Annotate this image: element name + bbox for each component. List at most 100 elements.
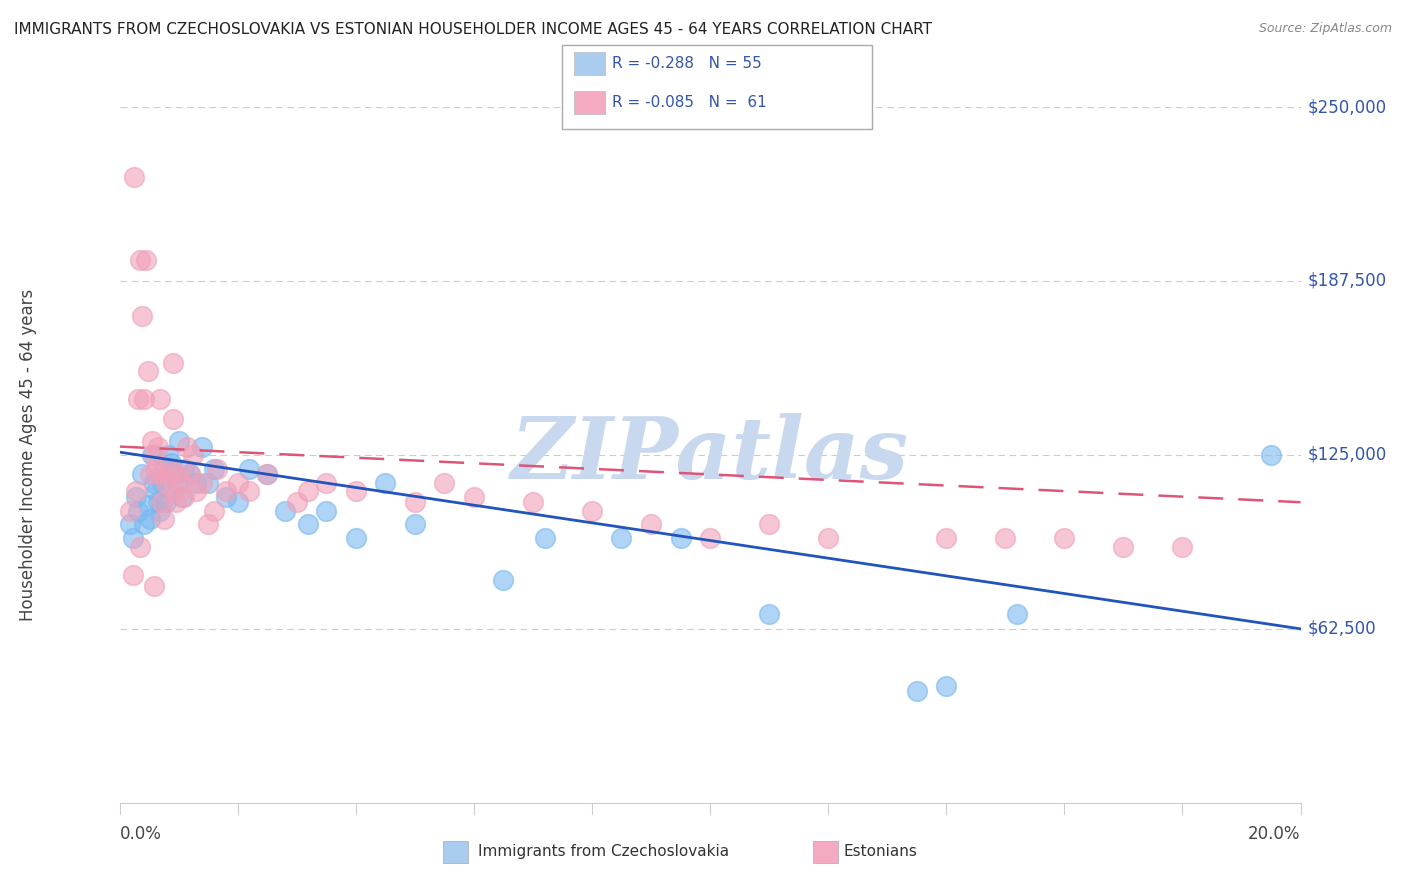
Point <box>315 475 337 490</box>
Point <box>344 484 367 499</box>
Text: $250,000: $250,000 <box>1308 98 1386 116</box>
Point <box>145 484 167 499</box>
Point <box>256 467 278 482</box>
Point <box>197 517 219 532</box>
Point <box>197 475 219 490</box>
Point <box>141 434 163 448</box>
Point <box>191 440 214 454</box>
Text: 20.0%: 20.0% <box>1249 825 1301 843</box>
Point <box>120 517 142 532</box>
Point <box>202 503 225 517</box>
Point <box>146 440 169 454</box>
Point <box>149 467 172 482</box>
Point <box>142 448 165 462</box>
Text: ZIPatlas: ZIPatlas <box>510 413 910 497</box>
Point <box>127 503 149 517</box>
Point <box>163 484 186 499</box>
Point <box>186 484 208 499</box>
Text: IMMIGRANTS FROM CZECHOSLOVAKIA VS ESTONIAN HOUSEHOLDER INCOME AGES 45 - 64 YEARS: IMMIGRANTS FROM CZECHOSLOVAKIA VS ESTONI… <box>14 22 932 37</box>
Point <box>1260 448 1282 462</box>
Text: Householder Income Ages 45 - 64 years: Householder Income Ages 45 - 64 years <box>20 289 37 621</box>
Point <box>179 467 201 482</box>
Point <box>758 517 780 532</box>
Point <box>669 532 692 546</box>
Point <box>146 495 169 509</box>
Point <box>315 503 337 517</box>
Text: Estonians: Estonians <box>844 845 918 859</box>
Point <box>581 503 603 517</box>
Point <box>142 579 165 593</box>
Point <box>156 448 179 462</box>
Point <box>699 532 721 546</box>
Point <box>167 434 190 448</box>
Point <box>124 169 146 184</box>
Point <box>170 475 193 490</box>
Point <box>167 467 190 482</box>
Point <box>163 467 186 482</box>
Point <box>179 467 201 482</box>
Point <box>994 532 1017 546</box>
Point <box>1005 607 1028 621</box>
Point <box>136 364 159 378</box>
Point <box>162 411 184 425</box>
Text: Source: ZipAtlas.com: Source: ZipAtlas.com <box>1258 22 1392 36</box>
Point <box>170 490 193 504</box>
Point <box>374 475 396 490</box>
Point <box>935 679 957 693</box>
Text: $187,500: $187,500 <box>1308 272 1386 290</box>
Point <box>238 462 260 476</box>
Point <box>153 512 174 526</box>
Point <box>935 532 957 546</box>
Point <box>274 503 297 517</box>
Point <box>297 484 319 499</box>
Point <box>1171 540 1194 554</box>
Point <box>640 517 662 532</box>
Text: R = -0.288   N = 55: R = -0.288 N = 55 <box>612 56 762 70</box>
Point <box>141 448 163 462</box>
Point <box>165 475 187 490</box>
Point <box>162 356 184 370</box>
Point <box>297 517 319 532</box>
Point <box>610 532 633 546</box>
Point <box>183 448 205 462</box>
Point <box>125 490 148 504</box>
Point <box>160 462 183 476</box>
Point <box>129 540 152 554</box>
Point <box>463 490 485 504</box>
Point <box>136 498 159 512</box>
Point <box>492 573 515 587</box>
Point <box>121 532 143 546</box>
Point <box>131 309 153 323</box>
Point <box>758 607 780 621</box>
Point <box>165 495 187 509</box>
Point <box>120 503 142 517</box>
Point <box>134 517 156 532</box>
Point <box>135 253 157 268</box>
Point <box>173 462 195 476</box>
Point <box>176 440 198 454</box>
Point <box>404 495 426 509</box>
Point <box>191 475 214 490</box>
Point <box>256 467 278 482</box>
Point <box>533 532 555 546</box>
Point <box>145 462 167 476</box>
Point <box>215 490 238 504</box>
Text: $125,000: $125,000 <box>1308 446 1386 464</box>
Point <box>149 503 172 517</box>
Point <box>150 495 173 509</box>
Point <box>131 467 153 482</box>
Point <box>226 495 249 509</box>
Point <box>142 475 165 490</box>
Point <box>404 517 426 532</box>
Point <box>139 467 162 482</box>
Point <box>155 495 177 509</box>
Point <box>125 484 148 499</box>
Point <box>129 253 152 268</box>
Point <box>139 512 162 526</box>
Point <box>433 475 456 490</box>
Text: 0.0%: 0.0% <box>120 825 162 843</box>
Point <box>1112 540 1135 554</box>
Point <box>156 467 179 482</box>
Point <box>1053 532 1076 546</box>
Point <box>226 475 249 490</box>
